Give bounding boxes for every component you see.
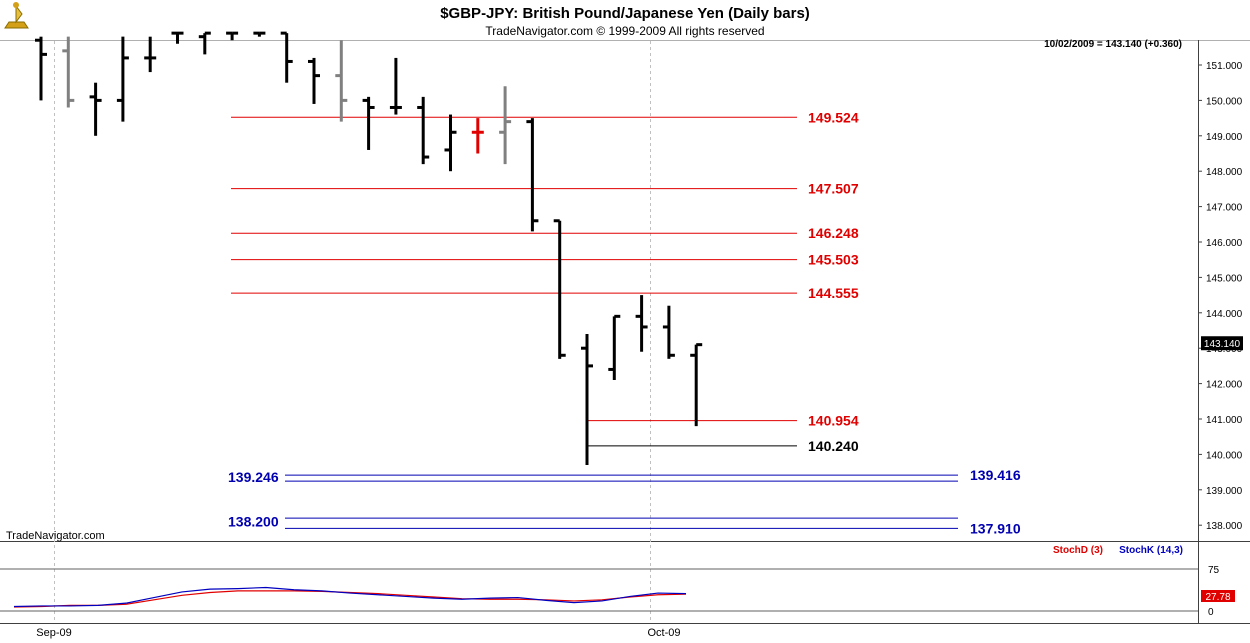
stoch-level-label: 0	[1208, 607, 1214, 618]
level-label: 147.507	[808, 181, 859, 197]
level-label: 140.954	[808, 413, 859, 429]
zone-label-left: 139.246	[228, 469, 279, 485]
price-tick-label: 148.000	[1206, 167, 1243, 178]
tradenavigator-logo-icon	[4, 2, 29, 29]
price-tick-label: 149.000	[1206, 132, 1243, 143]
price-tick-label: 151.000	[1206, 61, 1243, 72]
last-price-marker	[1201, 336, 1243, 351]
price-tick-label: 147.000	[1206, 203, 1243, 214]
price-tick-label: 138.000	[1206, 521, 1243, 532]
level-lines: 149.524 147.507 146.248 145.503 144.555 140.9…	[231, 109, 859, 454]
stoch-level-label: 75	[1208, 565, 1220, 576]
price-bars	[35, 31, 703, 466]
zone-label-right: 137.910	[970, 520, 1021, 536]
price-tick-label: 141.000	[1206, 415, 1243, 426]
date-label-sep-09: Sep-09	[36, 627, 71, 639]
stoch-k-legend: StochK (14,3)	[1119, 545, 1183, 556]
zone-lines: 139.246 139.416 138.200 137.910	[228, 467, 1021, 536]
watermark-text: TradeNavigator.com	[6, 530, 105, 542]
level-label: 145.503	[808, 252, 859, 268]
level-label: 146.248	[808, 225, 859, 241]
price-tick-label: 140.000	[1206, 450, 1243, 461]
chart-subtitle: TradeNavigator.com © 1999-2009 All right…	[485, 24, 764, 38]
price-tick-label: 144.000	[1206, 309, 1243, 320]
last-price-label: 143.140	[1204, 339, 1241, 350]
stoch-d-legend: StochD (3)	[1053, 545, 1103, 556]
zone-label-left: 138.200	[228, 513, 279, 529]
level-label: 140.240	[808, 438, 859, 454]
price-tick-label: 146.000	[1206, 238, 1243, 249]
price-axis-ticks: 138.000139.000140.000141.000142.000143.0…	[1198, 61, 1243, 532]
stoch-value-marker	[1201, 590, 1235, 602]
chart-title: $GBP-JPY: British Pound/Japanese Yen (Da…	[440, 5, 810, 22]
stochastic-pane: 75 0	[0, 565, 1220, 618]
price-tick-label: 145.000	[1206, 273, 1243, 284]
price-tick-label: 150.000	[1206, 96, 1243, 107]
quote-readout: 10/02/2009 = 143.140 (+0.360)	[1044, 39, 1182, 50]
level-label: 144.555	[808, 285, 859, 301]
zone-label-right: 139.416	[970, 467, 1021, 483]
level-label: 149.524	[808, 109, 859, 125]
price-tick-label: 139.000	[1206, 486, 1243, 497]
stoch-k-line	[13, 586, 687, 608]
stoch-value-label: 27.78	[1205, 592, 1230, 603]
price-tick-label: 142.000	[1206, 380, 1243, 391]
price-axis-area	[1198, 40, 1250, 540]
date-label-oct-09: Oct-09	[647, 627, 680, 639]
